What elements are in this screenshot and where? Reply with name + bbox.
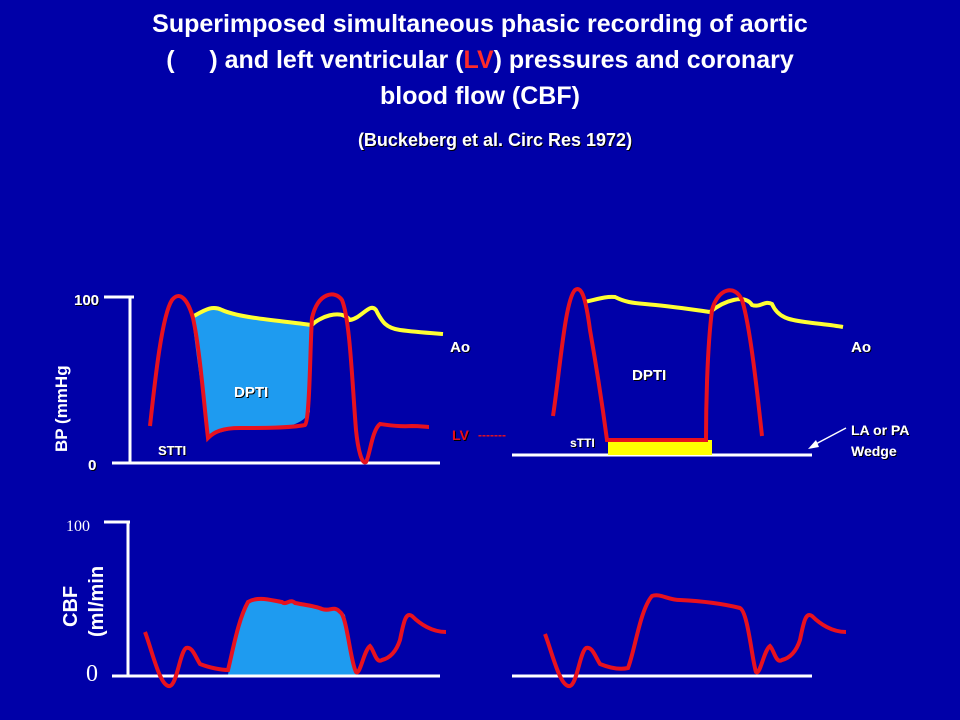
citation: (Buckeberg et al. Circ Res 1972): [357, 130, 633, 150]
title-lv: LV: [463, 46, 494, 74]
aortic-pressure-curve-right: [583, 294, 844, 329]
ao-label-right: Ao: [851, 339, 871, 356]
stti-label-right: sTTI: [570, 436, 595, 450]
cbf-axis-label-line-2: (ml/min: [86, 566, 108, 637]
aortic-pressure-curve-left: [191, 305, 444, 336]
dpti-area-left: [192, 308, 310, 438]
cbf-tick-label-100: 100: [66, 518, 90, 535]
slide-title: Superimposed simultaneous phasic recordi…: [0, 6, 960, 114]
bottom-left-panel: 100 0 CBF (ml/min: [60, 518, 447, 688]
cbf-tick-label-0: 0: [86, 661, 98, 687]
cbf-diastolic-area: [228, 598, 356, 675]
wedge-arrow-line: [811, 427, 847, 447]
cbf-axis-label-line-1: CBF: [60, 586, 82, 627]
lv-pressure-curve-right: [551, 287, 764, 443]
lv-label: LV: [452, 427, 470, 443]
lv-pressure-curve-left: [148, 292, 430, 465]
stti-yellow-bar: [608, 440, 712, 455]
dpti-label-right: DPTI: [632, 367, 666, 384]
wedge-arrow-head: [808, 440, 819, 449]
tick-label-0-top-left: 0: [88, 457, 96, 474]
bp-axis-label: BP (mmHg: [52, 365, 71, 452]
cbf-curve-right: [543, 593, 847, 688]
dpti-label-left: DPTI: [234, 384, 268, 401]
tick-label-100-top-left: 100: [74, 292, 99, 309]
title-line-2: ( ) and left ventricular (LV) pressures …: [166, 46, 794, 74]
top-right-panel: DPTI sTTI Ao LA or PA Wedge: [512, 287, 909, 459]
bottom-right-panel: [512, 593, 847, 688]
wedge-label-line-2: Wedge: [851, 443, 897, 459]
top-left-panel: 100 0 BP (mmHg DPTI STTI Ao LV -------: [52, 292, 506, 474]
title-line-3: blood flow (CBF): [380, 82, 580, 110]
title-line-1: Superimposed simultaneous phasic recordi…: [152, 10, 808, 38]
stti-label-left: STTI: [158, 443, 186, 458]
ao-label-left: Ao: [450, 339, 470, 356]
lv-dashes: -------: [478, 428, 506, 442]
cbf-curve-left: [143, 596, 447, 688]
wedge-label-line-1: LA or PA: [851, 422, 909, 438]
